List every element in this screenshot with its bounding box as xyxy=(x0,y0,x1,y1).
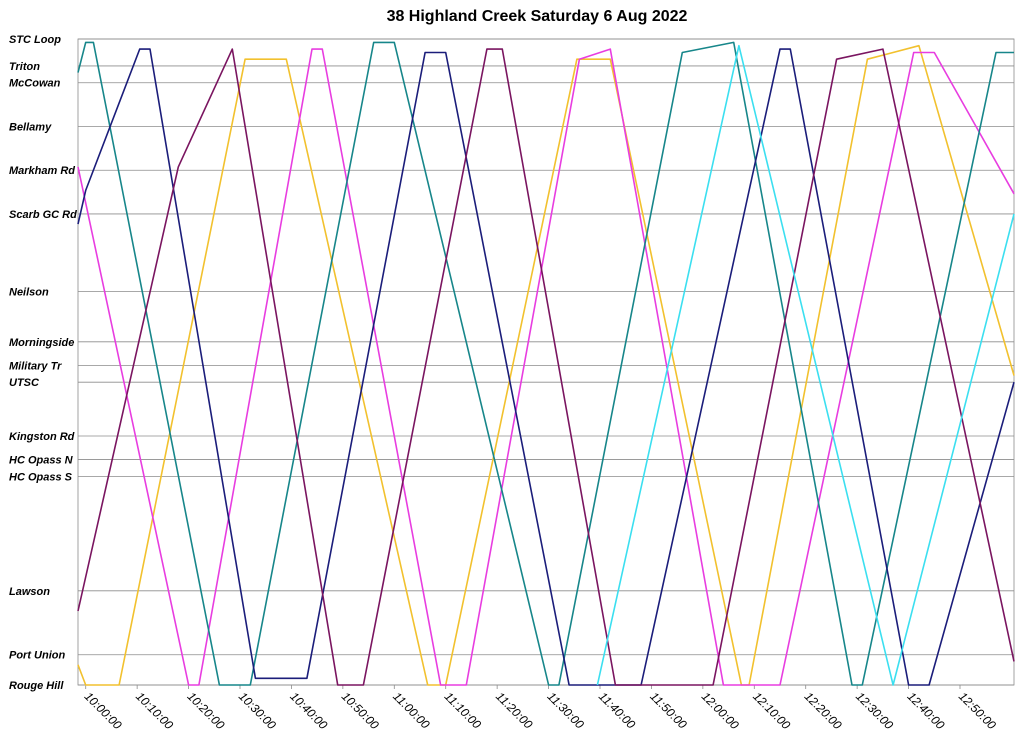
stop-label: HC Opass N xyxy=(9,455,74,467)
stop-label: Kingston Rd xyxy=(9,431,75,443)
stop-label: Rouge Hill xyxy=(9,680,64,692)
x-tick-label: 10:00:00 xyxy=(82,689,125,732)
stop-label: Morningside xyxy=(9,337,74,349)
stop-label: Markham Rd xyxy=(9,165,75,177)
x-tick-label: 12:00:00 xyxy=(699,689,742,732)
time-tick-labels: 10:00:00 10:10:00 10:20:00 10:30:00 10:40:00… xyxy=(82,685,999,732)
x-tick-label: 10:10:00 xyxy=(133,689,176,732)
x-tick-label: 11:00:00 xyxy=(390,689,433,732)
stop-label: STC Loop xyxy=(9,34,61,46)
x-tick-label: 12:40:00 xyxy=(904,689,947,732)
stop-label: UTSC xyxy=(9,377,40,389)
trip-line-3 xyxy=(77,48,1015,686)
x-tick-label: 10:20:00 xyxy=(184,689,227,732)
stop-label: Military Tr xyxy=(9,360,62,372)
stop-labels: STC Loop Triton McCowan Bellamy Markham Rd Sc… xyxy=(9,34,77,692)
x-tick-label: 10:50:00 xyxy=(339,689,382,732)
x-tick-label: 12:30:00 xyxy=(853,689,896,732)
trip-line-4 xyxy=(77,48,1015,686)
stop-label: Port Union xyxy=(9,650,65,662)
trip-line-5 xyxy=(596,44,1015,686)
chart-title: 38 Highland Creek Saturday 6 Aug 2022 xyxy=(387,8,688,25)
trip-lines xyxy=(77,41,1015,686)
stop-label: HC Opass S xyxy=(9,471,73,483)
stop-label: Triton xyxy=(9,61,40,73)
stop-label: Neilson xyxy=(9,286,49,298)
x-tick-label: 11:10:00 xyxy=(442,689,485,732)
x-tick-label: 12:10:00 xyxy=(750,689,793,732)
x-tick-label: 11:40:00 xyxy=(596,689,639,732)
x-tick-label: 12:20:00 xyxy=(802,689,845,732)
trip-line-2 xyxy=(77,41,1014,686)
stop-label: Lawson xyxy=(9,586,50,598)
x-tick-label: 11:30:00 xyxy=(544,689,587,732)
stop-label: Bellamy xyxy=(9,121,52,133)
x-tick-label: 12:50:00 xyxy=(956,689,999,732)
x-tick-label: 11:20:00 xyxy=(493,689,536,732)
stop-gridlines xyxy=(78,38,1014,686)
x-tick-label: 10:30:00 xyxy=(236,689,279,732)
stop-label: McCowan xyxy=(9,78,61,90)
x-tick-label: 11:50:00 xyxy=(647,689,690,732)
stop-label: Scarb GC Rd xyxy=(9,209,77,221)
plot-frame xyxy=(77,38,1015,686)
x-tick-label: 10:40:00 xyxy=(287,689,330,732)
trip-line-1 xyxy=(77,48,1015,686)
trip-line-0 xyxy=(77,44,1015,686)
